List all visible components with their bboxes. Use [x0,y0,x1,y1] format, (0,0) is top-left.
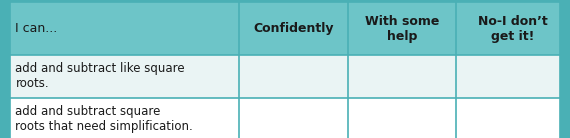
FancyBboxPatch shape [239,98,348,138]
Text: add and subtract square
roots that need simplification.: add and subtract square roots that need … [15,105,193,133]
Text: add and subtract like square
roots.: add and subtract like square roots. [15,62,185,90]
FancyBboxPatch shape [456,2,560,55]
FancyBboxPatch shape [10,98,239,138]
FancyBboxPatch shape [239,55,348,98]
FancyBboxPatch shape [10,55,239,98]
FancyBboxPatch shape [456,55,560,98]
Text: I can...: I can... [15,22,58,35]
FancyBboxPatch shape [239,2,348,55]
Text: No-I don’t
get it!: No-I don’t get it! [478,15,548,43]
FancyBboxPatch shape [10,2,239,55]
Text: Confidently: Confidently [253,22,334,35]
FancyBboxPatch shape [348,55,456,98]
FancyBboxPatch shape [348,2,456,55]
FancyBboxPatch shape [348,98,456,138]
Text: With some
help: With some help [365,15,439,43]
FancyBboxPatch shape [456,98,560,138]
